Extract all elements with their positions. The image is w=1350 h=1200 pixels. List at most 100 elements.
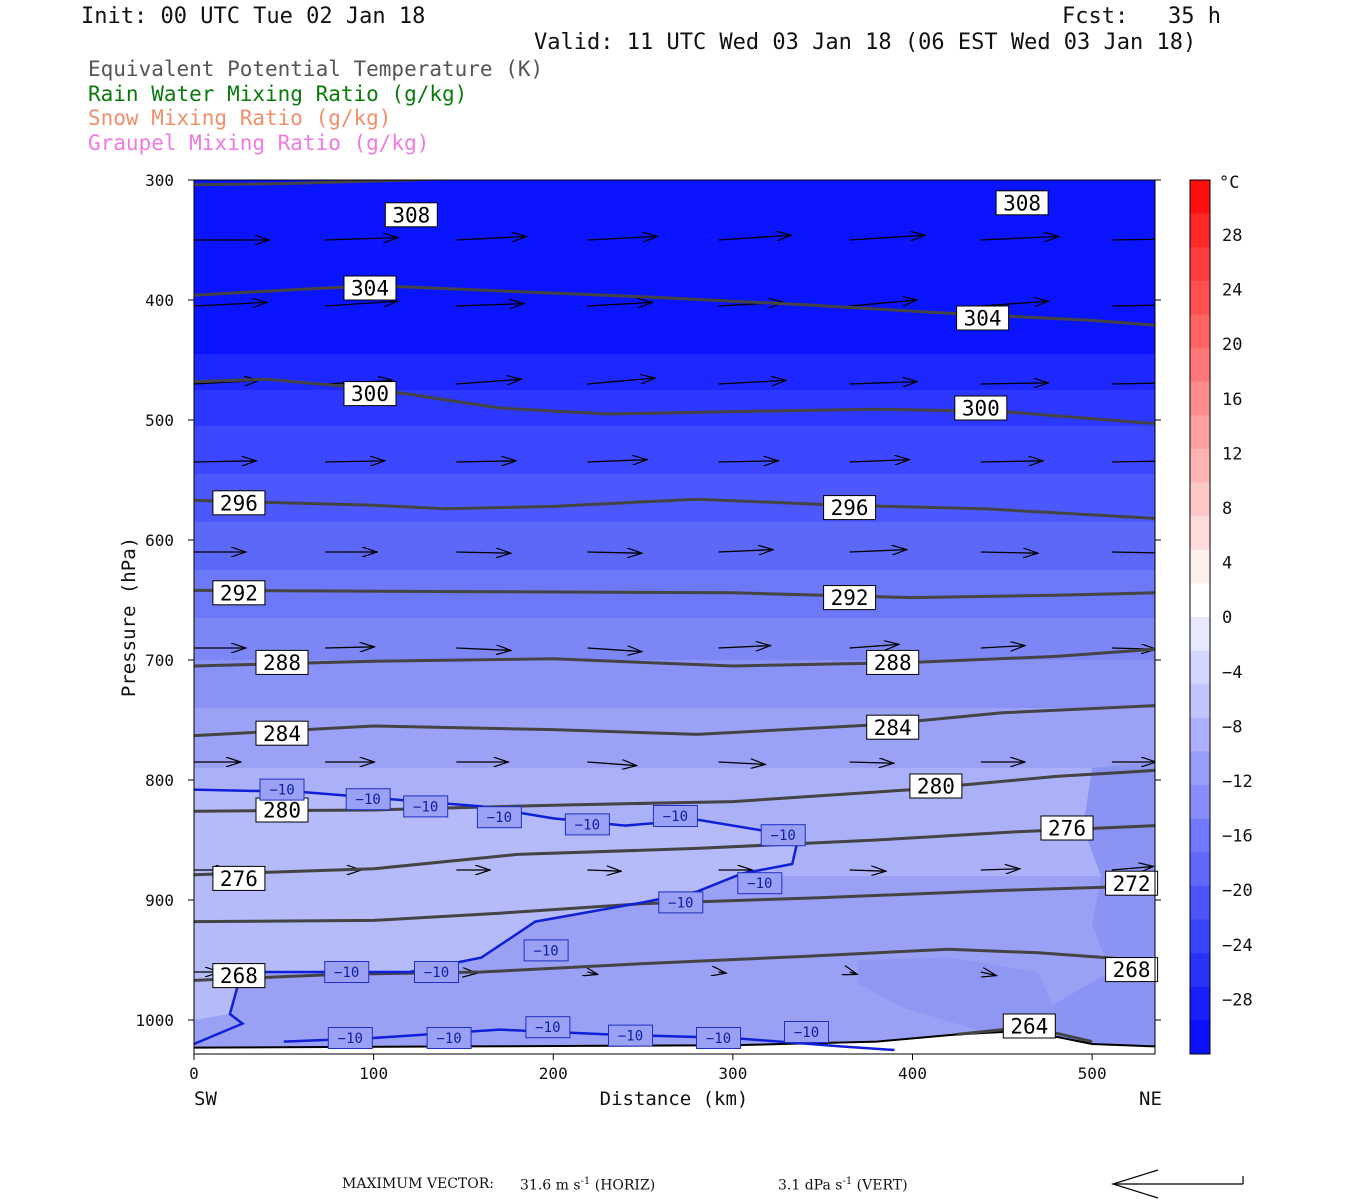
colorbar-swatch [1190,549,1210,584]
wind-vector [587,236,657,240]
temp-label: −10 [535,1020,560,1036]
temp-label: −10 [338,1031,363,1047]
wind-vector [1111,460,1155,463]
theta-e-label-box [255,720,309,746]
legend-rain-water: Rain Water Mixing Ratio (g/kg) [88,82,468,106]
wind-vector [325,647,374,648]
theta-e-label: 308 [1003,191,1041,215]
colorbar-swatch [1190,516,1210,551]
theta-e-line-304 [194,284,1155,327]
colorbar-swatch [1190,986,1210,1021]
temp-label: −10 [533,943,558,959]
forecast-hour: Fcst: 35 h [1062,4,1221,29]
temp-label: −10 [487,810,512,826]
wind-vector [719,972,727,973]
temp-line [283,1028,895,1052]
wind-vector [456,461,516,462]
wind-vector [456,236,526,240]
colorbar-label: −24 [1222,936,1253,956]
temp-label-box [658,891,704,914]
theta-e-label: 276 [220,867,258,891]
temp-label-box [403,795,449,818]
theta-e-label-box [1105,870,1159,896]
colorbar-swatch [1190,583,1210,618]
theta-e-line-288 [194,647,1155,668]
wind-vector [325,301,398,306]
theta-e-label: 288 [263,651,301,675]
temp-label-box [476,806,522,829]
temp-label: −10 [794,1025,819,1041]
colorbar-swatch [1190,381,1210,416]
valid-time: Valid: 11 UTC Wed 03 Jan 18 (06 EST Wed … [534,30,1197,55]
colorbar-swatch [1190,953,1210,988]
theta-e-label-box [343,275,397,301]
wind-vector [980,236,1059,240]
cold-pocket [858,957,1057,1032]
theta-e-line-308 [194,180,455,187]
temp-label-box [784,1021,829,1043]
colorbar-label: −12 [1222,772,1253,792]
wind-vector [1111,382,1155,385]
temp-label: −10 [334,965,359,981]
colorbar-swatch [1190,180,1210,215]
theta-e-label: 272 [1113,872,1151,896]
colorbar-swatch [1190,482,1210,517]
colorbar-frame [1189,179,1211,1055]
contour-labels: 308 308 304 304 300 300 296 296 292 292 288 288 284 2… [212,190,1159,1049]
colorbar-label: 28 [1222,226,1242,246]
horiz-exponent: -1 [580,1176,591,1187]
theta-e-label: 276 [1048,817,1086,841]
colorbar-swatch [1190,617,1210,652]
fill-band [194,660,1155,708]
colorbar-label: 4 [1222,554,1232,574]
colorbar: 28 24 20 16 12 8 4 0 −4 −8 −12 −16 −20 −24 −28 [1189,179,1253,1055]
wind-vector [849,644,899,648]
wind-vector [849,460,910,462]
colorbar-swatch [1190,885,1210,920]
wind-vector [587,762,636,766]
theta-e-line-276 [194,824,1155,877]
temp-label: −10 [747,876,772,892]
x-tick-label: 300 [718,1064,747,1083]
theta-e-label-box [212,963,266,989]
colorbar-label: −20 [1222,881,1253,901]
temp-label: −10 [413,799,438,815]
colorbar-label: −16 [1222,827,1253,847]
wind-vector [587,460,647,462]
horiz-tag: (HORIZ) [590,1177,656,1194]
y-tick-label: 500 [145,411,174,430]
temp-label-box [327,1027,373,1049]
colorbar-label: −28 [1222,990,1253,1010]
temp-label-box [324,961,370,983]
theta-e-label-box [909,773,963,799]
temp-label-box [523,939,569,962]
theta-e-label: 288 [874,651,912,675]
vert-tag: (VERT) [852,1177,908,1194]
theta-e-label-box [1040,815,1094,841]
fill-band [194,474,1155,522]
theta-e-label: 300 [962,397,1000,421]
wind-vector [849,550,907,552]
colorbar-label: 8 [1222,499,1232,519]
wind-vector [849,870,886,871]
temp-label: −10 [663,809,688,825]
theta-e-label-box [1105,957,1159,983]
y-tick-label: 300 [145,171,174,190]
wind-vector [456,552,511,553]
colorbar-swatch [1190,785,1210,820]
theta-e-label-box [255,649,309,675]
theta-e-label-box [954,395,1008,421]
colorbar-swatch [1190,852,1210,887]
colorbar-swatch [1190,919,1210,954]
colorbar-swatch [1190,314,1210,349]
colorbar-label: 24 [1222,281,1242,301]
theta-e-label: 304 [964,307,1002,331]
wind-vector [718,550,774,552]
wind-vector [194,302,267,306]
wind-vector [980,552,1038,553]
colorbar-swatch [1190,717,1210,752]
wind-vector [980,869,1020,870]
temp-label: −10 [356,792,381,808]
wind-vector [1111,304,1155,307]
